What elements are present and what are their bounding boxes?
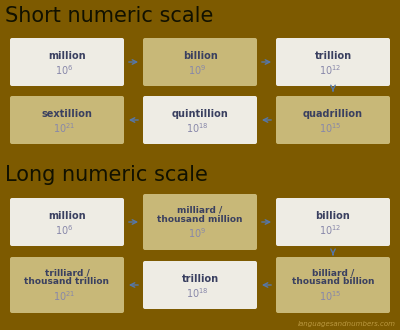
FancyBboxPatch shape <box>143 194 257 250</box>
Text: thousand million: thousand million <box>157 214 243 223</box>
FancyBboxPatch shape <box>276 38 390 86</box>
Text: $10^{6}$: $10^{6}$ <box>55 223 73 237</box>
Text: thousand trillion: thousand trillion <box>24 278 110 286</box>
FancyBboxPatch shape <box>143 261 257 309</box>
FancyBboxPatch shape <box>10 257 124 313</box>
Text: trillion: trillion <box>314 51 352 61</box>
Text: thousand billion: thousand billion <box>292 278 374 286</box>
Text: $10^{12}$: $10^{12}$ <box>319 223 341 237</box>
Text: $10^{18}$: $10^{18}$ <box>186 286 208 300</box>
Text: $10^{12}$: $10^{12}$ <box>319 63 341 77</box>
FancyBboxPatch shape <box>143 96 257 144</box>
FancyBboxPatch shape <box>276 198 390 246</box>
FancyBboxPatch shape <box>10 96 124 144</box>
FancyBboxPatch shape <box>143 38 257 86</box>
Text: $10^{15}$: $10^{15}$ <box>319 289 341 303</box>
FancyBboxPatch shape <box>276 96 390 144</box>
Text: trilliard /: trilliard / <box>45 269 89 278</box>
Text: $10^{15}$: $10^{15}$ <box>319 121 341 135</box>
FancyBboxPatch shape <box>10 198 124 246</box>
Text: $10^{9}$: $10^{9}$ <box>188 226 206 240</box>
Text: $10^{6}$: $10^{6}$ <box>55 63 73 77</box>
Text: Long numeric scale: Long numeric scale <box>5 165 208 185</box>
FancyBboxPatch shape <box>10 38 124 86</box>
Text: billion: billion <box>316 211 350 221</box>
Text: milliard /: milliard / <box>177 206 223 214</box>
Text: million: million <box>48 51 86 61</box>
Text: Short numeric scale: Short numeric scale <box>5 6 213 26</box>
Text: million: million <box>48 211 86 221</box>
Text: $10^{21}$: $10^{21}$ <box>53 121 75 135</box>
Text: billion: billion <box>183 51 217 61</box>
Text: $10^{21}$: $10^{21}$ <box>53 289 75 303</box>
Text: quadrillion: quadrillion <box>303 109 363 119</box>
Text: $10^{9}$: $10^{9}$ <box>188 63 206 77</box>
Text: quintillion: quintillion <box>172 109 228 119</box>
FancyBboxPatch shape <box>276 257 390 313</box>
Text: sextillion: sextillion <box>42 109 92 119</box>
Text: trillion: trillion <box>182 274 218 284</box>
Text: $10^{18}$: $10^{18}$ <box>186 121 208 135</box>
Text: languagesandnumbers.com: languagesandnumbers.com <box>298 321 396 327</box>
Text: billiard /: billiard / <box>312 269 354 278</box>
